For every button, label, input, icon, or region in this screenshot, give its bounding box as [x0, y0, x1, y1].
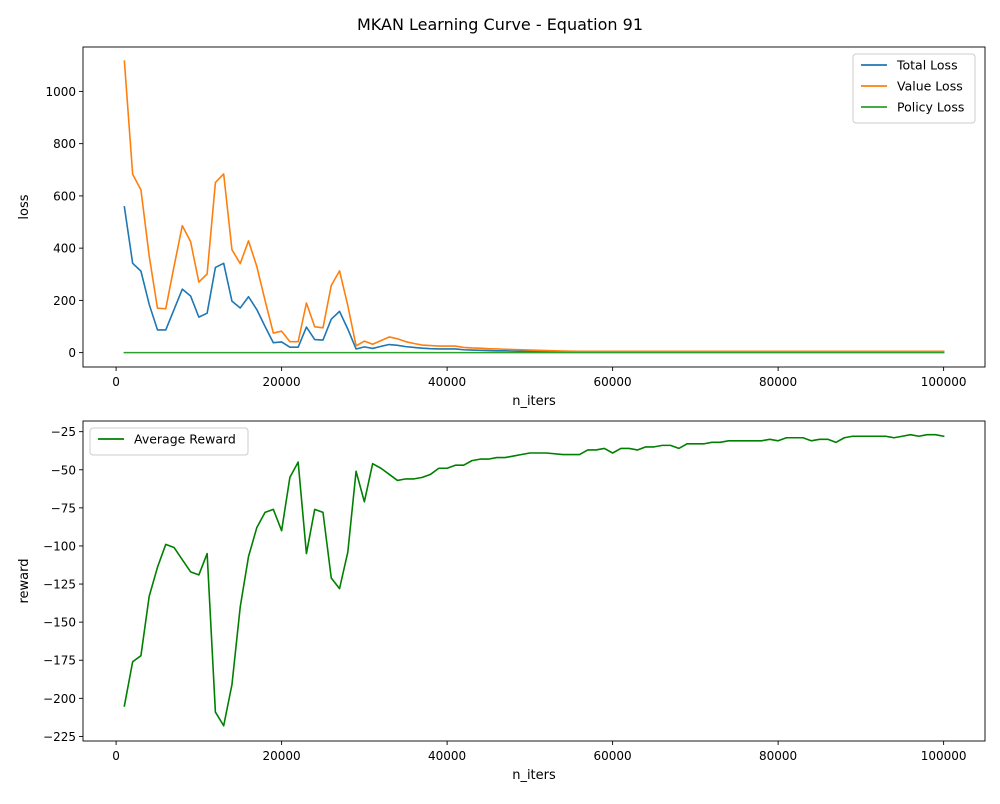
- series-line-average-reward: [123, 433, 945, 727]
- legend: Average Reward: [89, 427, 249, 456]
- y-tick-label: 200: [53, 294, 76, 308]
- legend: Total Loss Value Loss Policy Loss: [852, 53, 976, 124]
- legend-entry-label: Value Loss: [897, 79, 963, 94]
- reward-subplot: 0 20000 40000 60000 80000 100000 −225 −200 −175 −…: [17, 420, 986, 783]
- x-tick-label: 60000: [594, 375, 632, 389]
- legend-box: [89, 427, 249, 456]
- x-axis-label: n_iters: [512, 394, 556, 409]
- x-tick-label: 100000: [921, 375, 967, 389]
- x-tick-label: 80000: [759, 749, 797, 763]
- y-tick-label: −100: [43, 539, 76, 553]
- x-axis-label: n_iters: [512, 768, 556, 783]
- y-tick-label: −125: [43, 578, 76, 592]
- legend-entry-label: Total Loss: [896, 58, 958, 73]
- legend-box: [852, 53, 976, 124]
- y-tick-label: −25: [51, 425, 76, 439]
- y-tick-label: −175: [43, 654, 76, 668]
- x-tick-label: 20000: [263, 375, 301, 389]
- y-tick-label: 800: [53, 137, 76, 151]
- legend-entry-label: Policy Loss: [897, 100, 964, 115]
- y-tick-label: 400: [53, 242, 76, 256]
- y-tick-label: 1000: [45, 85, 76, 99]
- x-tick-label: 80000: [759, 375, 797, 389]
- x-tick-label: 0: [112, 375, 120, 389]
- x-tick-label: 60000: [594, 749, 632, 763]
- series-line-value-loss: [123, 60, 945, 353]
- plot-frame: [82, 46, 986, 368]
- legend-entry-label: Average Reward: [134, 432, 236, 447]
- y-tick-label: −50: [51, 463, 76, 477]
- y-axis-label: reward: [17, 558, 32, 603]
- y-tick-label: −225: [43, 730, 76, 744]
- x-tick-label: 0: [112, 749, 120, 763]
- y-tick-label: 0: [68, 346, 76, 360]
- y-axis-label: loss: [17, 194, 32, 219]
- x-tick-label: 20000: [263, 749, 301, 763]
- x-tick-label: 40000: [428, 375, 466, 389]
- loss-subplot: 0 20000 40000 60000 80000 100000 0 200 400 600 800…: [17, 46, 986, 409]
- y-tick-label: 600: [53, 189, 76, 203]
- series-line-total-loss: [123, 205, 945, 353]
- y-tick-label: −75: [51, 501, 76, 515]
- figure-title: MKAN Learning Curve - Equation 91: [357, 15, 643, 34]
- y-tick-label: −150: [43, 616, 76, 630]
- y-tick-label: −200: [43, 692, 76, 706]
- x-tick-label: 40000: [428, 749, 466, 763]
- x-tick-label: 100000: [921, 749, 967, 763]
- plot-frame: [82, 420, 986, 742]
